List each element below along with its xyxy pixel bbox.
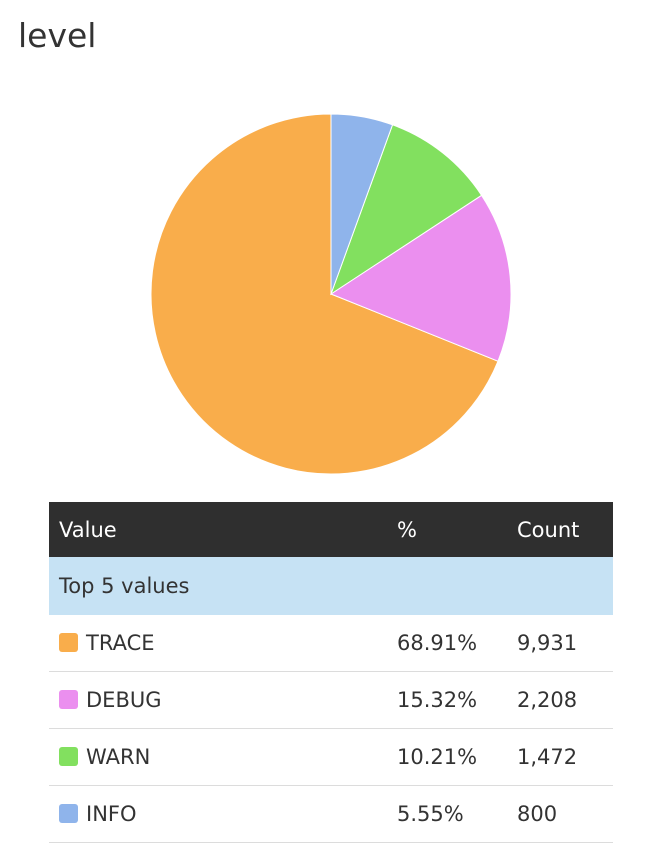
color-swatch xyxy=(59,690,78,709)
header-count[interactable]: Count xyxy=(517,502,613,557)
table-row[interactable]: DEBUG 15.32% 2,208 xyxy=(49,671,613,729)
group-label: Top 5 values xyxy=(49,557,613,615)
row-count: 1,472 xyxy=(517,728,613,786)
row-percent: 15.32% xyxy=(397,671,517,729)
row-value-cell: TRACE xyxy=(49,615,397,672)
row-value-label: INFO xyxy=(86,802,137,826)
header-percent[interactable]: % xyxy=(397,502,517,557)
row-percent: 10.21% xyxy=(397,728,517,786)
row-value-label: DEBUG xyxy=(86,688,162,712)
table-row[interactable]: TRACE 68.91% 9,931 xyxy=(49,615,613,672)
color-swatch xyxy=(59,804,78,823)
color-swatch xyxy=(59,633,78,652)
table-row[interactable]: WARN 10.21% 1,472 xyxy=(49,728,613,786)
table-row[interactable]: INFO 5.55% 800 xyxy=(49,785,613,843)
row-count: 2,208 xyxy=(517,671,613,729)
pie-chart-container xyxy=(150,113,512,475)
row-value-label: TRACE xyxy=(86,631,155,655)
header-value[interactable]: Value xyxy=(49,502,397,557)
pie-slice-debug[interactable] xyxy=(329,194,512,362)
row-count: 800 xyxy=(517,785,613,843)
table-header-row: Value % Count xyxy=(49,502,613,557)
field-title: level xyxy=(18,16,97,55)
pie-slice-trace[interactable] xyxy=(150,113,499,475)
row-value-cell: WARN xyxy=(49,728,397,786)
row-value-label: WARN xyxy=(86,745,151,769)
values-table: Value % Count Top 5 values TRACE 68.91% … xyxy=(49,502,613,843)
row-count: 9,931 xyxy=(517,615,613,672)
color-swatch xyxy=(59,747,78,766)
pie-slice-warn[interactable] xyxy=(330,124,483,296)
row-value-cell: DEBUG xyxy=(49,671,397,729)
pie-slice-info[interactable] xyxy=(330,113,394,295)
row-value-cell: INFO xyxy=(49,785,397,843)
pie-chart xyxy=(150,113,512,475)
row-percent: 5.55% xyxy=(397,785,517,843)
row-percent: 68.91% xyxy=(397,615,517,672)
group-row-top-values: Top 5 values xyxy=(49,557,613,615)
